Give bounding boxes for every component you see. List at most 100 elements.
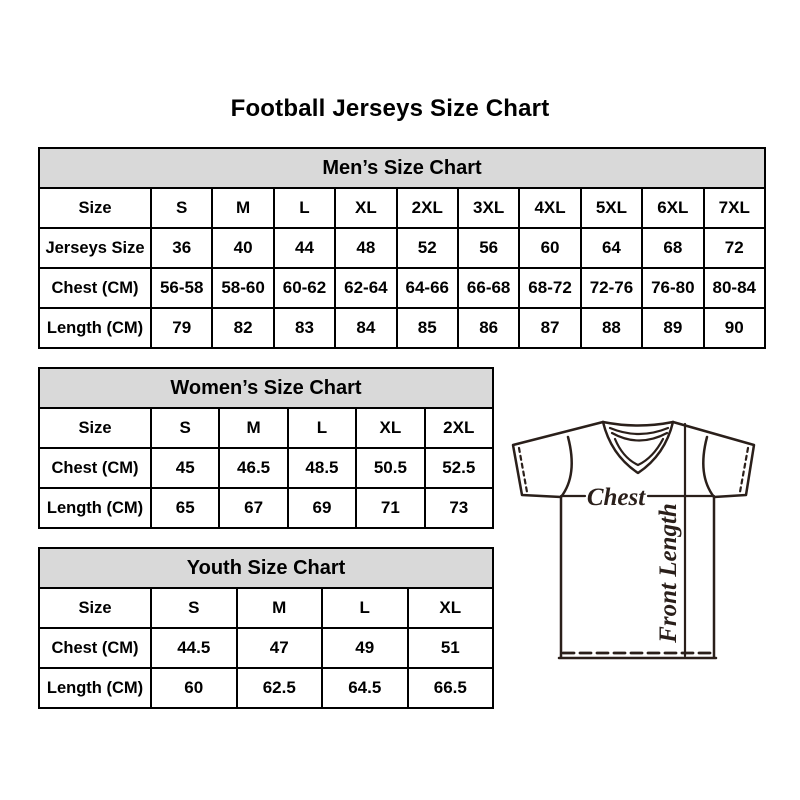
cuff-stitch-line [738,446,750,494]
collar-line [613,437,665,467]
cell: 7XL [702,187,766,229]
cell: 5XL [579,187,644,229]
jersey-outline [671,420,756,499]
table-row: Length (CM) 65 67 69 71 73 [38,487,494,529]
womens-table-title: Women’s Size Chart [38,367,494,409]
collar-line [610,431,669,442]
cell: 66-68 [456,267,521,309]
cell: 64-66 [395,267,459,309]
cell: 56-58 [149,267,214,309]
cell: L [286,407,358,449]
cell: 62.5 [235,667,323,709]
table-row: Length (CM) 60 62.5 64.5 66.5 [38,667,495,709]
table-row: Size S M L XL 2XL [38,407,494,449]
cell: 52.5 [423,447,494,489]
cell: 83 [272,307,337,349]
jersey-outline [559,435,573,499]
cell: 73 [423,487,494,529]
cell: 66.5 [406,667,495,709]
cell: L [321,587,409,629]
womens-size-table: Women’s Size Chart Size S M L XL 2XL Che… [38,367,494,529]
cell: 86 [456,307,521,349]
row-label: Length (CM) [38,307,152,349]
table-row: Size S M L XL [38,587,495,629]
cell: S [149,407,221,449]
row-label: Size [38,587,152,629]
youth-size-table: Youth Size Chart Size S M L XL Chest (CM… [37,547,495,709]
mens-table-title: Men’s Size Chart [38,147,766,189]
cell: 2XL [395,187,459,229]
cell: 36 [149,227,214,269]
cell: 58-60 [211,267,275,309]
row-label: Length (CM) [38,667,152,709]
table-row: Chest (CM) 45 46.5 48.5 50.5 52.5 [38,447,494,489]
collar-line [608,426,670,436]
row-label: Size [38,407,152,449]
cell: S [149,187,214,229]
cell: 88 [579,307,644,349]
cell: 60-62 [272,267,337,309]
cell: 68 [641,227,705,269]
jersey-outline [557,495,718,660]
table-row: Length (CM) 79 82 83 84 85 86 87 88 89 9… [38,307,766,349]
youth-table-title: Youth Size Chart [37,547,495,589]
cell: 71 [355,487,426,529]
cell: 68-72 [518,267,582,309]
cell: 56 [456,227,521,269]
jersey-outline [511,420,605,499]
table-row: Chest (CM) 44.5 47 49 51 [38,627,495,669]
cell: 4XL [518,187,582,229]
cell: 44 [272,227,337,269]
row-label: Chest (CM) [38,627,152,669]
cell: 80-84 [702,267,766,309]
cell: XL [334,187,398,229]
cell: XL [406,587,495,629]
cell: 48.5 [286,447,358,489]
cell: 72-76 [579,267,644,309]
cell: 45 [149,447,221,489]
cell: 87 [518,307,582,349]
cell: 49 [321,627,409,669]
front-length-label: Front Length [655,503,682,644]
cell: 84 [334,307,398,349]
row-label: Length (CM) [38,487,152,529]
row-label: Chest (CM) [38,447,152,489]
cell: 3XL [456,187,521,229]
cell: 2XL [423,407,494,449]
table-row: Chest (CM) 56-58 58-60 60-62 62-64 64-66… [38,267,766,309]
cell: 44.5 [150,627,238,669]
cell: 90 [702,307,766,349]
collar-line [601,420,675,475]
cell: 82 [211,307,275,349]
cell: 79 [149,307,214,349]
cell: 64 [579,227,644,269]
cell: 69 [286,487,358,529]
cell: M [218,407,289,449]
table-row: Size S M L XL 2XL 3XL 4XL 5XL 6XL 7XL [38,187,766,229]
chest-label: Chest [587,484,646,511]
page-title: Football Jerseys Size Chart [230,95,550,122]
cell: 64.5 [321,667,409,709]
cell: 52 [395,227,459,269]
cell: 60 [518,227,582,269]
cell: 85 [395,307,459,349]
row-label: Chest (CM) [38,267,152,309]
cell: M [211,187,275,229]
row-label: Size [38,187,152,229]
cell: M [235,587,323,629]
cell: 46.5 [218,447,289,489]
cell: 48 [334,227,398,269]
cell: 50.5 [355,447,426,489]
cell: 62-64 [334,267,398,309]
cell: XL [355,407,426,449]
row-label: Jerseys Size [38,227,152,269]
cell: 51 [406,627,495,669]
jersey-outline [702,435,716,499]
cuff-stitch-line [517,446,529,494]
cell: 76-80 [641,267,705,309]
cell: 89 [641,307,705,349]
cell: 6XL [641,187,705,229]
cell: 40 [211,227,275,269]
table-row: Jerseys Size 36 40 44 48 52 56 60 64 68 … [38,227,766,269]
